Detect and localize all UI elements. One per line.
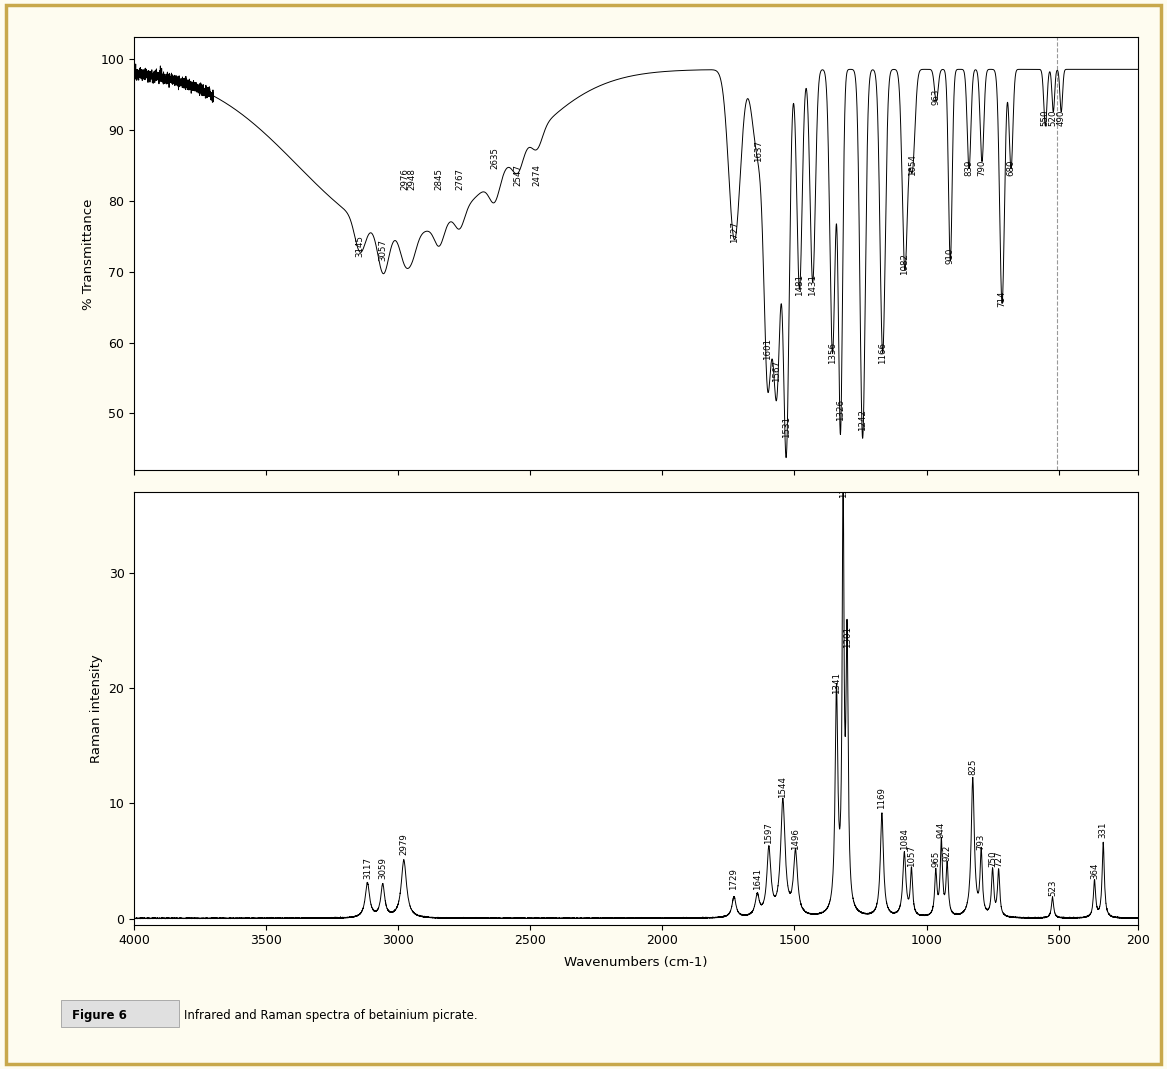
- Text: 825: 825: [969, 758, 977, 775]
- Text: 1531: 1531: [782, 416, 791, 438]
- Y-axis label: Raman intensity: Raman intensity: [90, 654, 103, 762]
- Text: 714: 714: [998, 291, 1007, 307]
- Text: 1601: 1601: [763, 338, 773, 360]
- Text: 3117: 3117: [363, 856, 372, 879]
- Text: 1166: 1166: [879, 342, 887, 363]
- Text: 2635: 2635: [490, 146, 499, 169]
- Text: 680: 680: [1007, 159, 1015, 175]
- Text: 1326: 1326: [836, 399, 845, 420]
- Text: 331: 331: [1098, 822, 1107, 838]
- Text: 1431: 1431: [809, 275, 817, 296]
- Text: 2948: 2948: [407, 168, 417, 190]
- Text: 2767: 2767: [455, 168, 464, 190]
- Text: 1356: 1356: [829, 342, 837, 363]
- Text: 2845: 2845: [435, 168, 443, 190]
- Text: 1637: 1637: [754, 140, 763, 161]
- Text: 750: 750: [988, 851, 997, 867]
- Text: 727: 727: [994, 851, 1004, 867]
- Text: 2474: 2474: [533, 165, 541, 186]
- Text: 3145: 3145: [356, 235, 364, 258]
- Text: 790: 790: [978, 159, 986, 175]
- Text: 1597: 1597: [764, 822, 774, 843]
- Text: 1242: 1242: [858, 409, 867, 431]
- Text: 3059: 3059: [378, 856, 387, 879]
- Text: 1341: 1341: [832, 671, 841, 694]
- Text: 550: 550: [1041, 110, 1050, 126]
- Text: 1544: 1544: [778, 776, 788, 797]
- Text: 3057: 3057: [379, 238, 387, 261]
- Text: 1641: 1641: [753, 868, 762, 890]
- Text: 910: 910: [945, 248, 955, 264]
- Text: 1169: 1169: [878, 788, 887, 809]
- Text: Figure 6: Figure 6: [72, 1009, 127, 1022]
- Text: 963: 963: [931, 89, 941, 105]
- Text: 1727: 1727: [731, 221, 739, 243]
- Text: 1481: 1481: [795, 275, 804, 296]
- Text: 1567: 1567: [773, 359, 781, 382]
- Text: Infrared and Raman spectra of betainium picrate.: Infrared and Raman spectra of betainium …: [184, 1009, 478, 1022]
- Text: 944: 944: [937, 822, 945, 838]
- Text: 2547: 2547: [513, 165, 523, 186]
- Text: 1301: 1301: [843, 625, 852, 648]
- Text: 523: 523: [1048, 880, 1057, 896]
- Text: 965: 965: [931, 851, 941, 867]
- Text: 793: 793: [977, 834, 986, 850]
- Text: 1316: 1316: [839, 476, 847, 498]
- Text: 1496: 1496: [791, 827, 801, 850]
- Text: 1054: 1054: [908, 154, 917, 175]
- Text: 520: 520: [1049, 110, 1057, 126]
- Text: 1057: 1057: [907, 845, 916, 867]
- Text: 2976: 2976: [400, 168, 410, 190]
- Text: 1084: 1084: [900, 827, 909, 850]
- X-axis label: Wavenumbers (cm-1): Wavenumbers (cm-1): [565, 956, 707, 969]
- Text: 2979: 2979: [399, 834, 408, 855]
- Text: 1729: 1729: [729, 868, 739, 890]
- Text: 839: 839: [965, 159, 973, 175]
- Text: 922: 922: [943, 845, 951, 862]
- Text: 1082: 1082: [901, 253, 909, 275]
- Text: 364: 364: [1090, 862, 1099, 879]
- Text: 490: 490: [1057, 110, 1065, 126]
- Y-axis label: % Transmittance: % Transmittance: [82, 198, 95, 310]
